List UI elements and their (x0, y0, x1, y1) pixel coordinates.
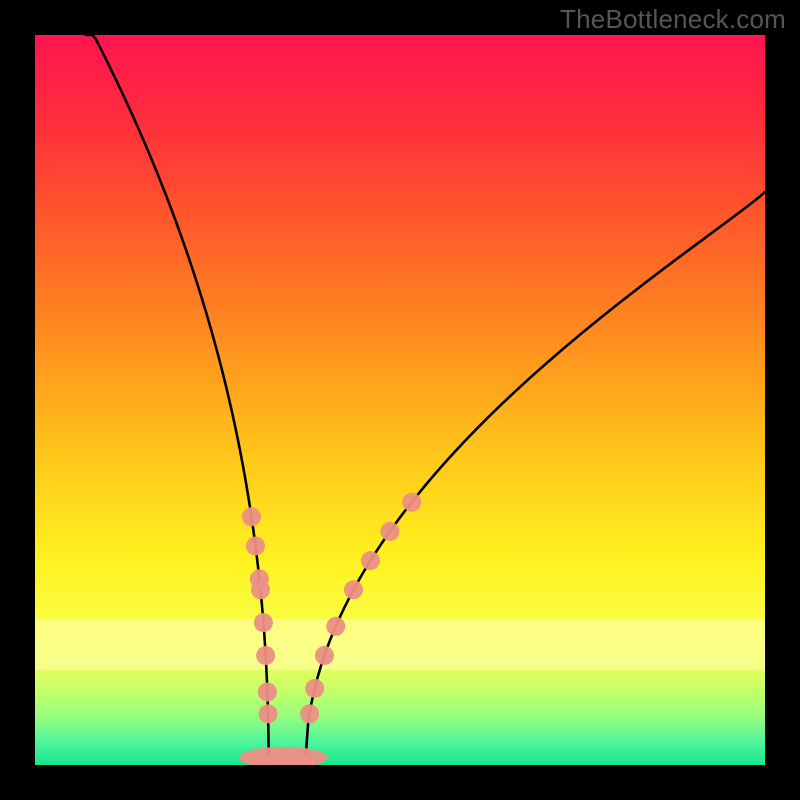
chart-frame: TheBottleneck.com (0, 0, 800, 800)
highlight-band (35, 619, 765, 670)
data-marker (300, 704, 319, 723)
data-marker (326, 617, 345, 636)
data-marker (315, 646, 334, 665)
data-marker (254, 613, 273, 632)
data-marker (361, 551, 380, 570)
data-marker (256, 646, 275, 665)
data-marker (380, 522, 399, 541)
data-marker (305, 679, 324, 698)
data-marker (402, 493, 421, 512)
data-marker (242, 507, 261, 526)
data-marker (251, 580, 270, 599)
data-marker (344, 580, 363, 599)
data-marker (246, 537, 265, 556)
plot-area (35, 35, 765, 765)
data-marker (258, 683, 277, 702)
data-marker (259, 704, 278, 723)
watermark-text: TheBottleneck.com (560, 4, 786, 35)
